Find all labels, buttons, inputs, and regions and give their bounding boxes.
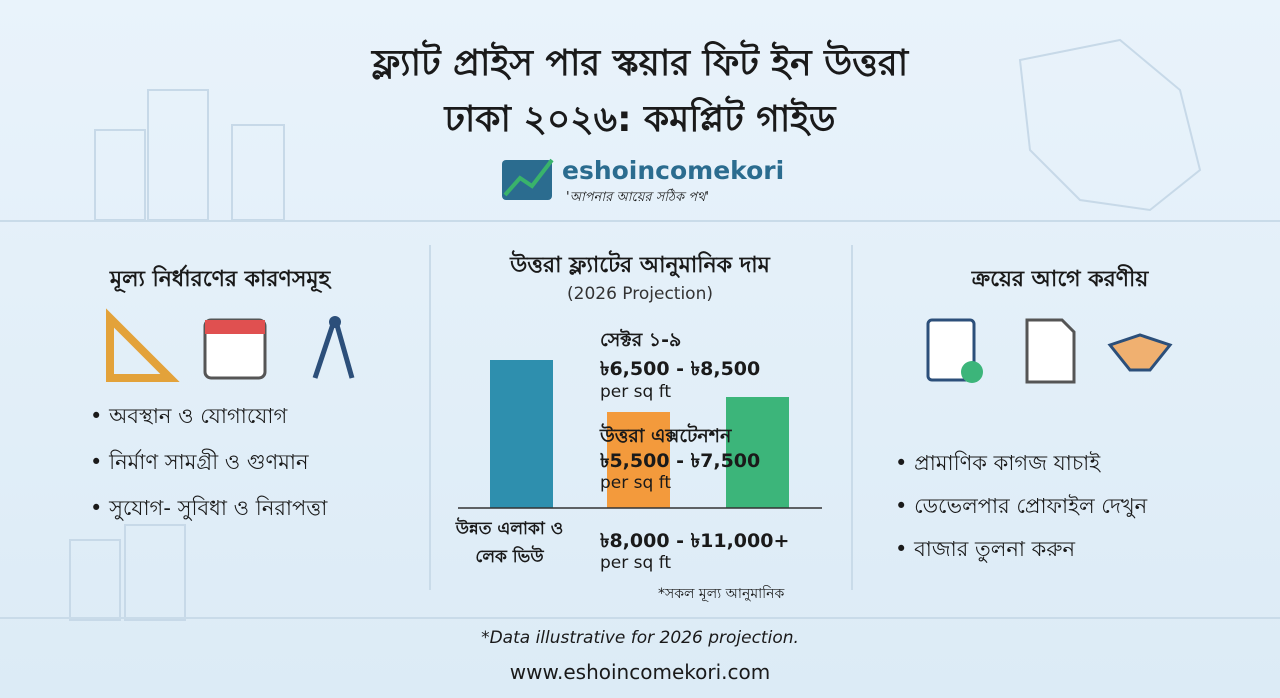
list-item: সুযোগ- সুবিধা ও নিরাপত্তা [90,492,327,527]
list-item: নির্মাণ সামগ্রী ও গুণমান [90,446,308,481]
section-heading: উত্তরা ফ্ল্যাটের আনুমানিক দাম [510,253,770,278]
range-label: উত্তরা এক্সটেনশন [600,425,732,447]
title: ফ্ল্যাট প্রাইস পার স্কয়ার ফিট ইন উত্তরা [371,43,909,84]
range-price: ৳5,500 - ৳7,500 [600,450,761,472]
range-unit: per sq ft [600,473,672,493]
list-item: অবস্থান ও যোগাযোগ [90,400,287,435]
tagline: 'আপনার আয়ের সঠিক পথ' [566,190,710,205]
list-item: প্রামাণিক কাগজ যাচাই [895,447,1100,482]
footer-url: www.eshoincomekori.com [509,660,771,684]
title: ঢাকা ২০২৬: কমপ্লিট গাইড [444,99,836,140]
subheading: (2026 Projection) [567,284,713,304]
list-item: ডেভেলপার প্রোফাইল দেখুন [895,490,1147,525]
range-price: ৳8,000 - ৳11,000+ [600,530,790,552]
section-heading: ক্রয়ের আগে করণীয় [971,267,1149,292]
list-item: বাজার তুলনা করুন [895,533,1075,568]
icons [106,308,1173,384]
note: *সকল মূল্য আনুমানিক [658,586,785,602]
brand: eshoincomekori [562,156,785,185]
footer-note: *Data illustrative for 2026 projection. [481,628,799,648]
price-bars [458,360,822,509]
range-price: ৳6,500 - ৳8,500 [600,358,761,380]
section-heading: মূল্য নির্ধারণের কারণসমূহ [109,267,331,292]
range-unit: per sq ft [600,553,672,573]
range-unit: per sq ft [600,382,672,402]
range-label: উন্নত এলাকা ও লেক ভিউ [455,519,564,567]
range-label: সেক্টর ১-৯ [600,329,682,351]
